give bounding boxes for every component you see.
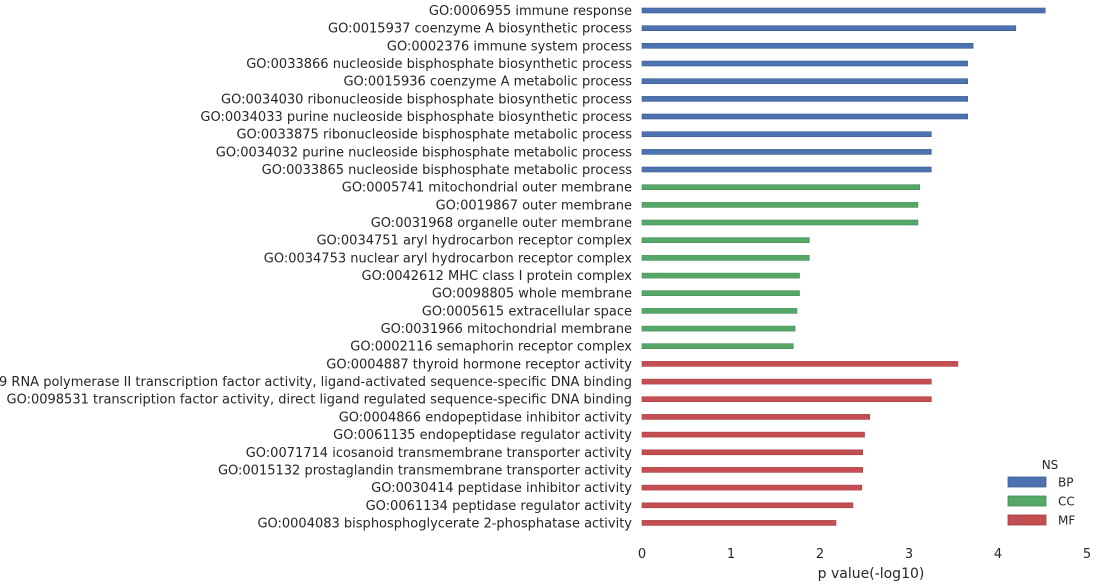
- bar-bp: [641, 42, 974, 49]
- bar-bp: [641, 7, 1046, 14]
- x-tick-label: 2: [816, 547, 824, 562]
- category-labels-group: GO:0006955 immune response GO:0015937 coe…: [0, 4, 632, 531]
- x-tick-label: 4: [994, 547, 1002, 562]
- category-label: GO:0071714 icosanoid transmembrane trans…: [246, 446, 633, 461]
- category-label: GO:0042612 MHC class I protein complex: [362, 269, 633, 284]
- bar-cc: [641, 272, 800, 279]
- legend-entries-group: BP CC MF: [1007, 476, 1075, 528]
- category-label: GO:0004866 endopeptidase inhibitor activ…: [339, 410, 633, 425]
- bar-cc: [641, 237, 810, 243]
- x-tick-label: 1: [727, 547, 735, 562]
- legend: NS BP CC MF: [1007, 458, 1075, 528]
- category-label: GO:0031966 mitochondrial membrane: [381, 322, 632, 337]
- category-label: GO:0030414 peptidase inhibitor activity: [371, 481, 632, 496]
- category-label: GO:0034032 purine nucleoside bisphosphat…: [216, 145, 632, 160]
- category-label: GO:0098805 whole membrane: [432, 287, 632, 302]
- legend-swatch-mf: [1007, 514, 1047, 526]
- bar-cc: [641, 290, 800, 297]
- bar-bp: [641, 78, 969, 84]
- bar-cc: [641, 184, 921, 190]
- x-axis-ticks-group: 0 1 2 3 4 5: [638, 547, 1091, 562]
- bar-bp: [641, 25, 1017, 32]
- category-label: GO:0061134 peptidase regulator activity: [366, 499, 633, 514]
- category-label: GO:0004879 RNA polymerase II transcripti…: [0, 375, 632, 390]
- category-label: GO:0098531 transcription factor activity…: [7, 393, 632, 408]
- x-tick-label: 0: [638, 547, 646, 562]
- bar-mf: [641, 378, 932, 385]
- legend-label-mf: MF: [1058, 514, 1075, 528]
- legend-title: NS: [1042, 458, 1059, 472]
- category-label: GO:0015937 coenzyme A biosynthetic proce…: [328, 22, 632, 37]
- bar-mf: [641, 431, 865, 438]
- bar-mf: [641, 484, 863, 491]
- category-label: GO:0002376 immune system process: [387, 39, 632, 54]
- bar-bp: [641, 96, 969, 102]
- bar-mf: [641, 502, 854, 509]
- bar-mf: [641, 520, 837, 526]
- bar-cc: [641, 325, 796, 332]
- bars-group: [641, 7, 1046, 526]
- category-label: GO:0033866 nucleoside bisphosphate biosy…: [246, 57, 632, 72]
- bar-mf: [641, 396, 932, 403]
- category-label: GO:0061135 endopeptidase regulator activ…: [333, 428, 632, 443]
- legend-label-bp: BP: [1058, 476, 1073, 490]
- category-label: GO:0005741 mitochondrial outer membrane: [342, 181, 632, 196]
- category-label: GO:0034033 purine nucleoside bisphosphat…: [200, 110, 632, 125]
- bar-cc: [641, 202, 919, 208]
- bar-bp: [641, 131, 932, 137]
- x-axis-label: p value(-log10): [818, 566, 925, 582]
- category-label: GO:0015132 prostaglandin transmembrane t…: [218, 463, 632, 478]
- category-label: GO:0031968 organelle outer membrane: [371, 216, 632, 231]
- bar-mf: [641, 449, 863, 456]
- category-label: GO:0015936 coenzyme A metabolic process: [343, 75, 632, 90]
- legend-label-cc: CC: [1058, 495, 1075, 509]
- bar-mf: [641, 361, 959, 367]
- category-label: GO:0034751 aryl hydrocarbon receptor com…: [316, 234, 632, 249]
- category-label: GO:0033875 ribonucleoside bisphosphate m…: [236, 128, 632, 143]
- category-label: GO:0034753 nuclear aryl hydrocarbon rece…: [264, 251, 633, 266]
- bar-cc: [641, 343, 794, 350]
- x-tick-label: 3: [905, 547, 913, 562]
- bar-mf: [641, 467, 863, 473]
- category-label: GO:0004887 thyroid hormone receptor acti…: [326, 357, 632, 372]
- bar-bp: [641, 149, 932, 155]
- category-label: GO:0004083 bisphosphoglycerate 2-phospha…: [257, 516, 632, 531]
- category-label: GO:0019867 outer membrane: [436, 198, 632, 213]
- bar-cc: [641, 219, 919, 226]
- legend-swatch-bp: [1007, 476, 1047, 488]
- category-label: GO:0006955 immune response: [429, 4, 632, 19]
- category-label: GO:0034030 ribonucleoside bisphosphate b…: [221, 92, 632, 107]
- category-label: GO:0005615 extracellular space: [422, 304, 632, 319]
- bar-bp: [641, 166, 932, 173]
- bar-bp: [641, 113, 969, 120]
- category-label: GO:0033865 nucleoside bisphosphate metab…: [262, 163, 633, 178]
- bar-mf: [641, 414, 871, 420]
- legend-swatch-cc: [1007, 495, 1047, 507]
- bar-cc: [641, 255, 810, 261]
- category-label: GO:0002116 semaphorin receptor complex: [350, 340, 632, 355]
- bar-bp: [641, 60, 969, 67]
- bar-cc: [641, 308, 798, 314]
- x-tick-label: 5: [1083, 547, 1091, 562]
